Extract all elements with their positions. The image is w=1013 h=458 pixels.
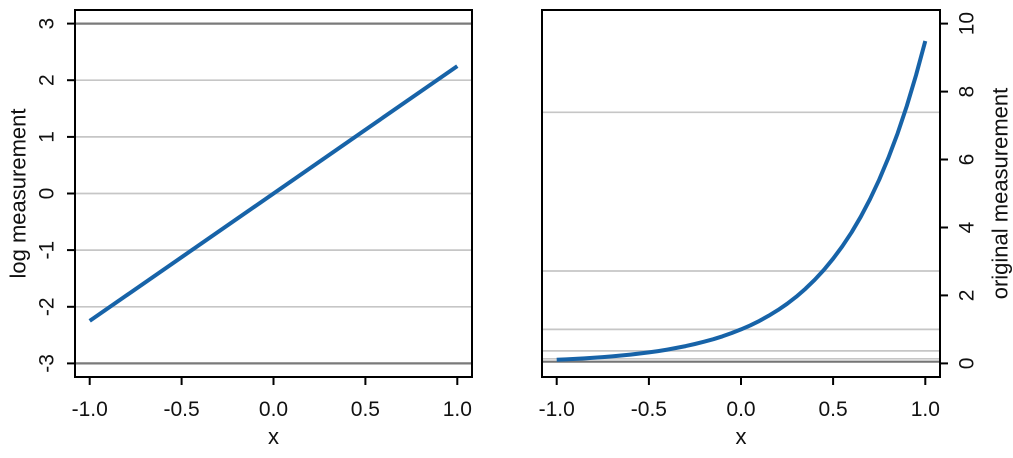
y-tick-label: 6 [956, 154, 979, 166]
x-tick-label: -0.5 [164, 398, 200, 421]
y-axis-title: log measurement [6, 109, 31, 279]
x-tick-label: 1.0 [911, 398, 940, 421]
x-tick-label: -1.0 [72, 398, 108, 421]
panel-border [541, 9, 941, 378]
x-tick-label: 0.5 [351, 398, 380, 421]
y-tick-label: -3 [36, 354, 59, 373]
x-axis-title: x [736, 424, 747, 449]
y-tick-label: 0 [36, 188, 59, 200]
y-tick-label: 1 [36, 131, 59, 143]
x-tick-label: -0.5 [631, 398, 667, 421]
x-tick-label: -1.0 [539, 398, 575, 421]
y-tick-label: 3 [36, 18, 59, 30]
data-line [88, 64, 459, 323]
x-tick-label: 0.0 [726, 398, 755, 421]
y-tick-label: 2 [956, 290, 979, 302]
y-tick-label: 0 [956, 358, 979, 370]
y-tick-label: 4 [956, 221, 979, 233]
x-tick-label: 0.0 [259, 398, 288, 421]
y-tick-label: -1 [36, 241, 59, 260]
y-tick-label: 8 [956, 86, 979, 98]
y-tick-label: -2 [36, 297, 59, 316]
panel-original-measurement: -1.0 -0.5 0.0 0.5 1.0 x 0 2 4 6 8 10 original measur… [539, 9, 1013, 449]
data-line [556, 40, 928, 362]
panel-log-measurement: -1.0 -0.5 0.0 0.5 1.0 x -3 -2 -1 0 1 2 3 log measurem… [6, 9, 473, 449]
y-tick-label: 10 [956, 12, 979, 35]
x-tick-label: 0.5 [818, 398, 847, 421]
y-axis-title: original measurement [988, 88, 1013, 300]
x-tick-label: 1.0 [443, 398, 472, 421]
y-tick-label: 2 [36, 74, 59, 86]
x-axis-title: x [268, 424, 279, 449]
